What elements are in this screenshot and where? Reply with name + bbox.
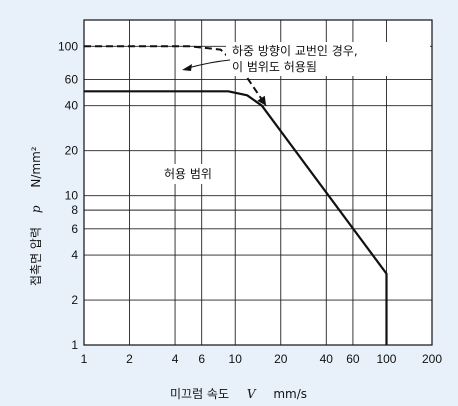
y-tick-label: 40: [65, 99, 79, 113]
y-tick-label: 10: [65, 189, 79, 203]
annotation-bg: [226, 42, 430, 76]
x-tick-label: 10: [229, 352, 243, 366]
x-axis-unit: mm/s: [273, 387, 307, 401]
x-tick-label: 6: [198, 352, 205, 366]
x-tick-label: 60: [346, 352, 360, 366]
svg-text:접촉면 압력 p N/mm²: 접촉면 압력 p N/mm²: [29, 146, 43, 286]
svg-text:미끄럼 속도 V mm/s: 미끄럼 속도 V mm/s: [170, 387, 307, 401]
x-tick-label: 2: [126, 352, 133, 366]
annotation-line-2: 이 범위도 허용됨: [232, 60, 317, 74]
y-axis-unit: N/mm²: [29, 146, 43, 187]
y-tick-label: 20: [65, 144, 79, 158]
plot-frame: [83, 19, 433, 346]
x-axis-label: 미끄럼 속도: [170, 387, 229, 401]
y-axis-label: 접촉면 압력: [29, 227, 43, 286]
annotation-arrow: [187, 59, 231, 69]
x-tick-label: 200: [422, 352, 442, 366]
x-tick-label: 100: [376, 352, 396, 366]
x-axis-symbol: V: [247, 387, 257, 401]
x-axis-title: 미끄럼 속도 V mm/s: [170, 387, 307, 401]
annotation-line-1: 하중 방향이 교번인 경우,: [232, 44, 358, 58]
x-tick-label: 1: [81, 352, 88, 366]
y-tick-label: 4: [71, 248, 78, 262]
x-tick-label: 40: [320, 352, 334, 366]
region-label: 허용 범위: [164, 167, 212, 181]
y-tick-label: 60: [65, 72, 79, 86]
y-tick-label: 6: [71, 222, 78, 236]
y-tick-label: 8: [71, 203, 78, 217]
solid-limit-curve: [84, 90, 388, 345]
y-axis-symbol: p: [29, 205, 43, 213]
y-axis-title: 접촉면 압력 p N/mm²: [29, 146, 43, 286]
x-tick-labels: 1 2 4 6 10 20 40 60 100 200: [81, 352, 443, 366]
annotation-arrow-head: [182, 64, 192, 71]
y-tick-label: 1: [71, 338, 78, 352]
y-tick-label: 2: [71, 293, 78, 307]
y-tick-labels: 1 2 4 6 810 20 40 60 100: [58, 39, 78, 352]
y-tick-label: 100: [58, 39, 78, 53]
x-tick-label: 4: [172, 352, 179, 366]
series-layer: [84, 45, 388, 345]
region-label-bg: [158, 164, 230, 184]
dashed-curve-arrowhead: [257, 95, 267, 106]
dashed-limit-curve: [84, 45, 267, 107]
x-tick-label: 20: [274, 352, 288, 366]
